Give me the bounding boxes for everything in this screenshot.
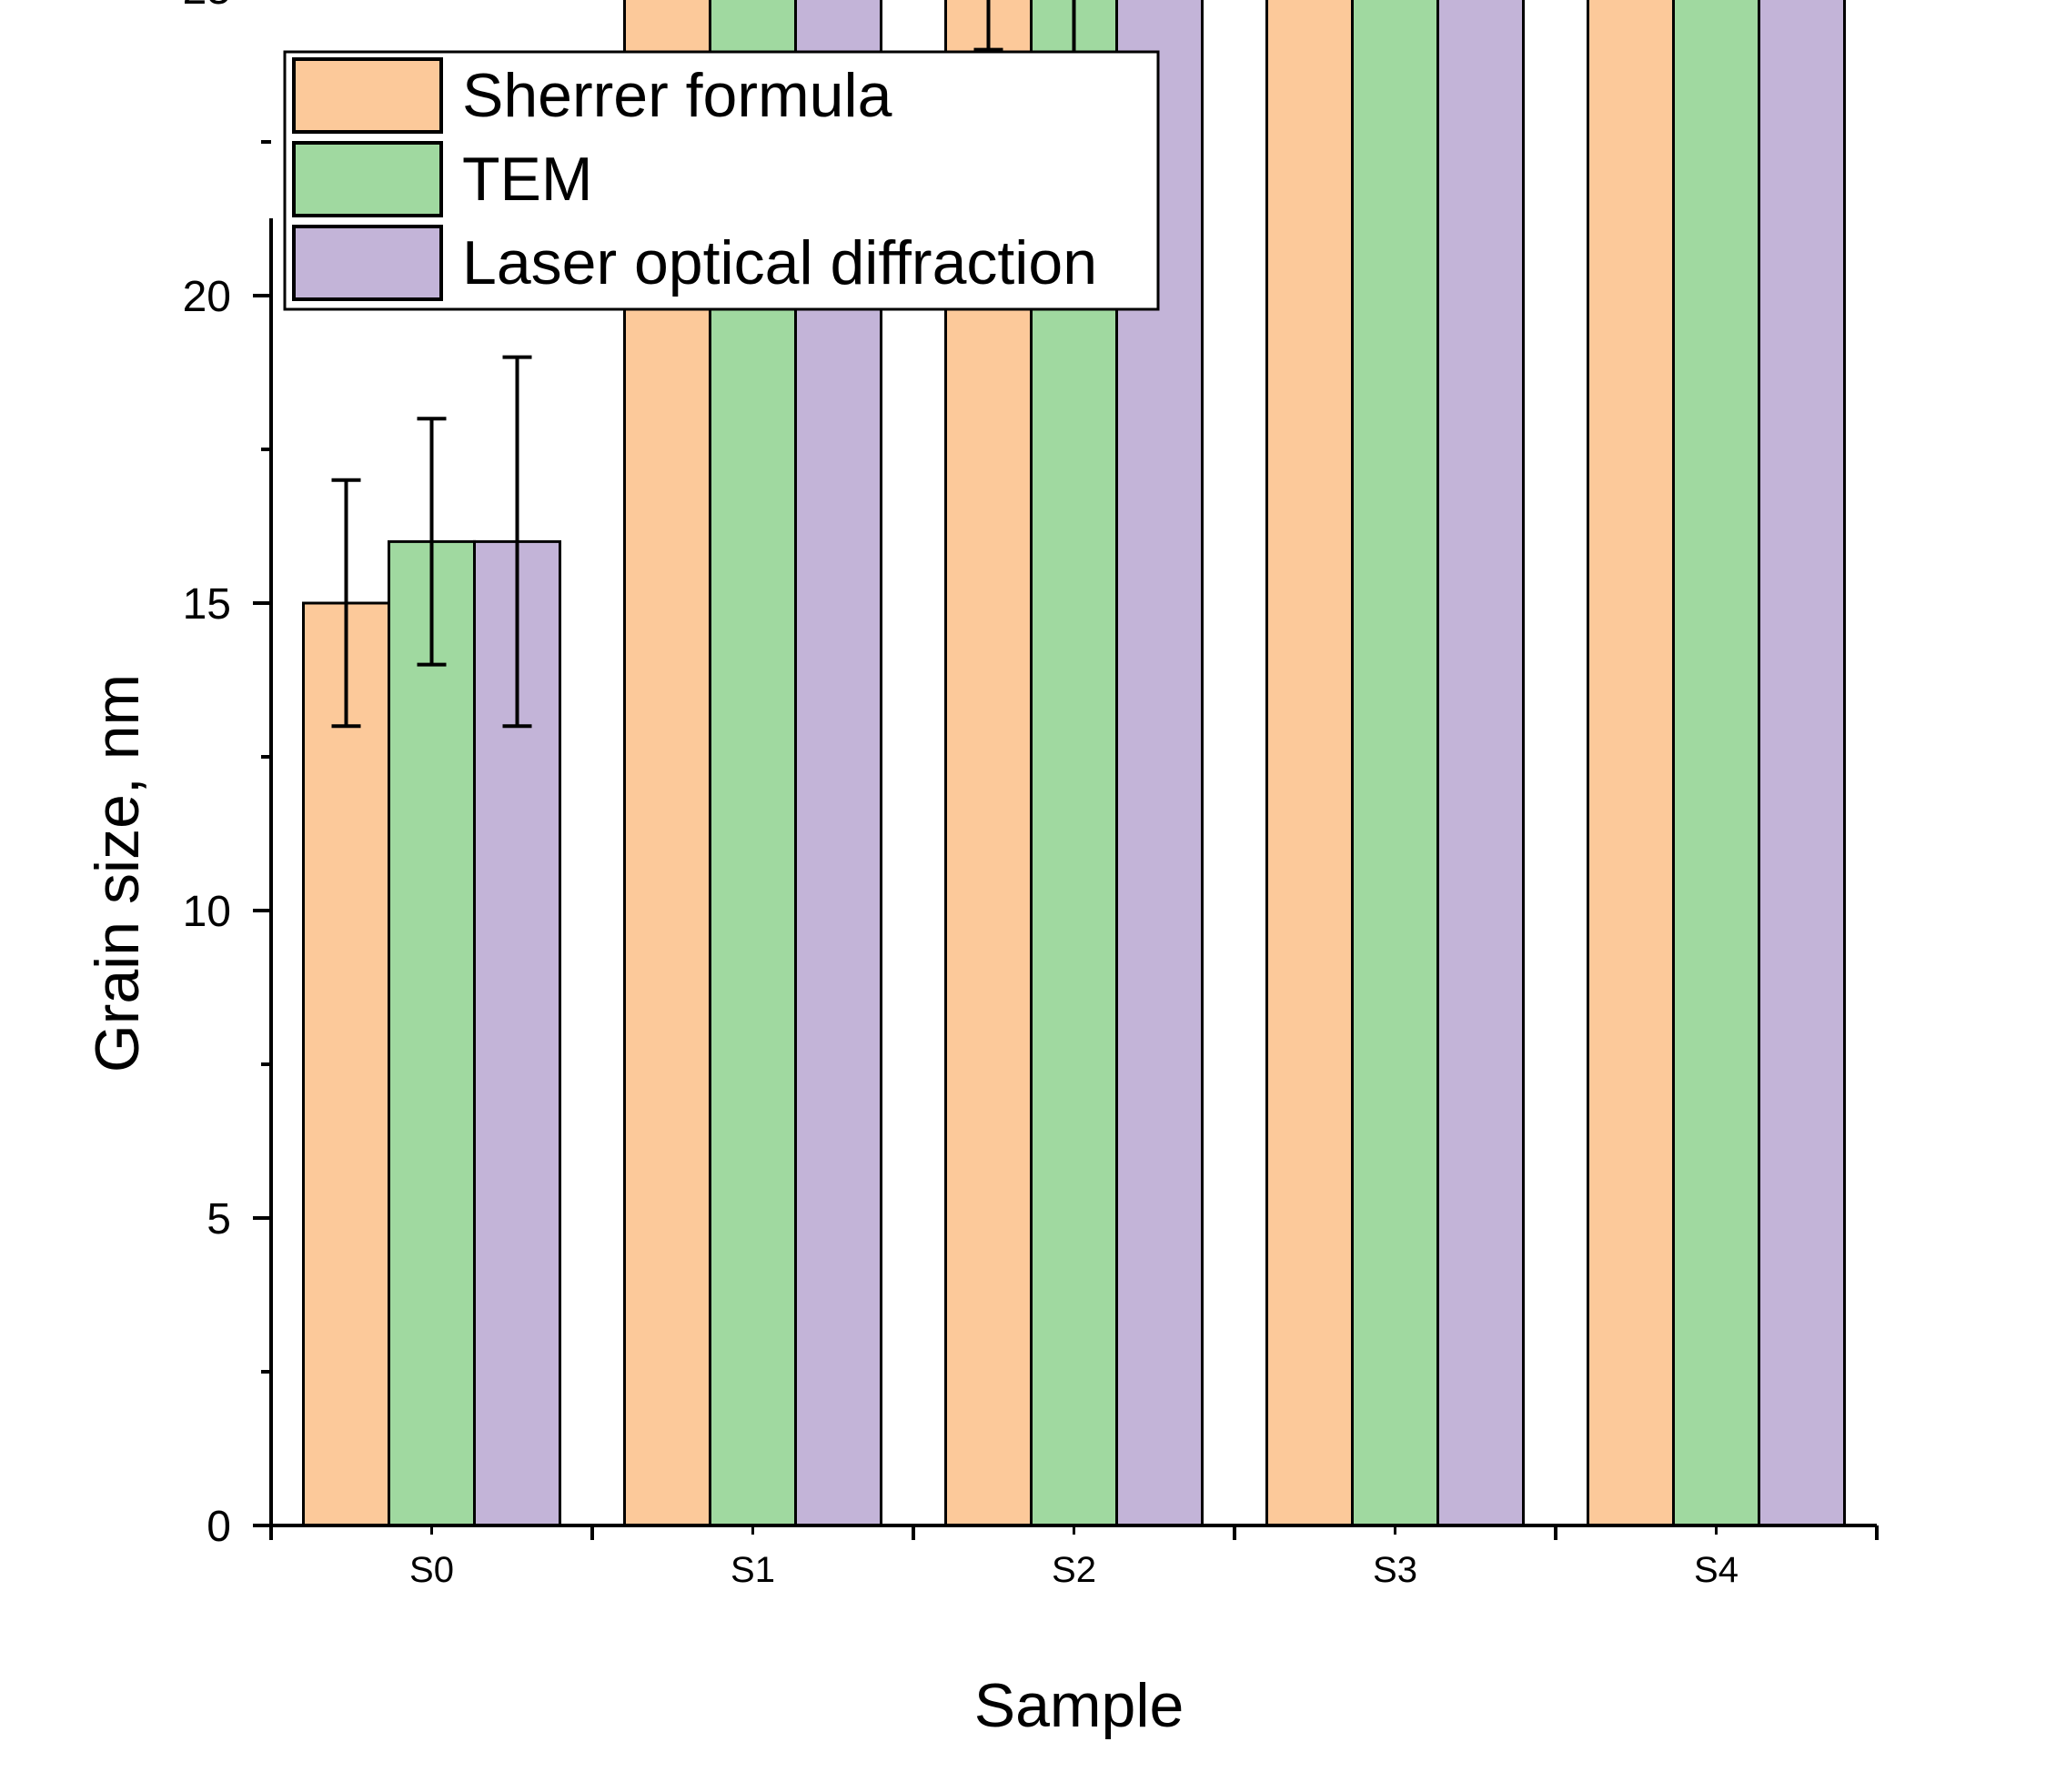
- bar: [1758, 0, 1846, 1527]
- legend-swatch: [292, 225, 443, 301]
- bar: [1436, 0, 1525, 1527]
- bar: [388, 539, 476, 1527]
- legend: Sherrer formula TEM Laser optical diffract…: [283, 50, 1160, 311]
- x-tick-label: S2: [1052, 1550, 1096, 1590]
- y-tick-label: 20: [183, 273, 231, 321]
- bar: [1587, 0, 1675, 1527]
- bar: [302, 601, 390, 1527]
- bar: [1672, 0, 1760, 1527]
- series-1: [388, 0, 1760, 1527]
- legend-label: Sherrer formula: [462, 61, 892, 130]
- x-axis-title: Sample: [974, 1671, 1184, 1740]
- x-ticks: S0 S1 S2 S3 S4: [269, 1525, 1879, 1590]
- y-tick-label: 0: [207, 1503, 231, 1551]
- x-tick-label: S1: [731, 1550, 775, 1590]
- legend-label: TEM: [462, 145, 593, 214]
- x-tick-label: S3: [1373, 1550, 1417, 1590]
- bar: [1351, 0, 1439, 1527]
- x-tick-label: S4: [1694, 1550, 1739, 1590]
- bar: [1265, 0, 1354, 1527]
- legend-swatch: [292, 57, 443, 134]
- y-tick-label: 25: [183, 0, 231, 14]
- y-tick-label: 10: [183, 888, 231, 936]
- legend-swatch: [292, 141, 443, 217]
- y-tick-label: 15: [183, 580, 231, 629]
- legend-label: Laser optical diffraction: [462, 228, 1097, 297]
- y-ticks: 0510152025303540: [183, 0, 271, 1551]
- y-tick-label: 5: [207, 1195, 231, 1243]
- x-tick-label: S0: [409, 1550, 454, 1590]
- series-2: [473, 0, 1846, 1527]
- y-axis-title: Grain size, nm: [83, 674, 152, 1072]
